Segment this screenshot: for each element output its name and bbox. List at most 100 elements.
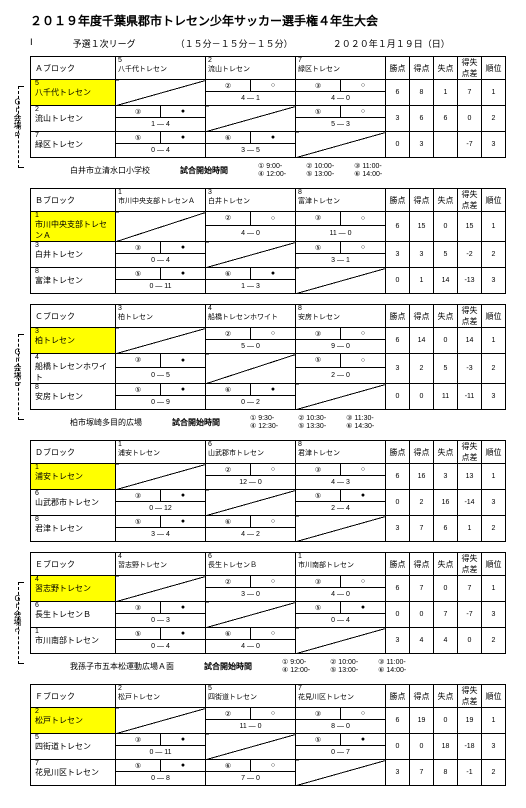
match-num: ③ (116, 354, 161, 368)
diagonal-cell (116, 212, 206, 242)
time-slot: ③ 11:00- (354, 162, 382, 170)
match-score: 3 — 0 (206, 588, 296, 602)
match-score: 0 — 4 (116, 640, 206, 654)
match-result: ● (161, 602, 206, 614)
diagonal-cell (296, 760, 386, 786)
match-result: ● (161, 760, 206, 772)
team-cell: 1市川中央支部トレセンＡ (31, 212, 116, 242)
time-label: 試合開始時間 (204, 661, 252, 672)
stat-header: 勝点 (386, 305, 410, 328)
match-result: ● (161, 734, 206, 746)
stat-cell: 1 (434, 80, 458, 106)
stat-cell: 2 (482, 354, 506, 384)
team-cell: 3柏トレセン (31, 328, 116, 354)
results-table: Ｄブロック1浦安トレセン6山武郡市トレセン8君津トレセン勝点得点失点得失点差順位… (30, 440, 506, 542)
team-cell: 7花見川区トレセン (31, 760, 116, 786)
col-header: 3白井トレセン (206, 189, 296, 212)
match-num: ⑤ (116, 268, 161, 280)
stat-header: 得失点差 (458, 189, 482, 212)
block-name: Ａブロック (31, 57, 116, 80)
match-num: ③ (116, 490, 161, 502)
stat-header: 得点 (410, 441, 434, 464)
venue-row: 柏市塚崎多目的広場試合開始時間① 9:30-④ 12:30-② 10:30-⑤ … (70, 414, 506, 430)
match-num: ③ (116, 242, 161, 254)
match-num: ② (206, 464, 251, 476)
team-cell: 2流山トレセン (31, 106, 116, 132)
time-slot: ② 10:00- (330, 658, 358, 666)
match-score: 0 — 4 (116, 144, 206, 158)
stat-cell: 0 (410, 384, 434, 410)
col-header: 1市川中央支部トレセンＡ (116, 189, 206, 212)
match-num: ⑤ (116, 516, 161, 528)
team-cell: 1市川南部トレセン (31, 628, 116, 654)
results-table: Ａブロック5八千代トレセン2流山トレセン7緑区トレセン勝点得点失点得失点差順位5… (30, 56, 506, 158)
stat-cell: 0 (386, 384, 410, 410)
stat-cell: 6 (386, 708, 410, 734)
match-result: ● (341, 602, 386, 614)
stat-cell: 3 (482, 268, 506, 294)
stat-cell: 0 (410, 734, 434, 760)
col-header: 6長生トレセンＢ (206, 553, 296, 576)
time-slot: ⑤ 13:30- (298, 422, 326, 430)
stat-cell: 3 (482, 734, 506, 760)
stat-header: 得失点差 (458, 441, 482, 464)
team-cell: 6山武郡市トレセン (31, 490, 116, 516)
match-score: 3 — 5 (206, 144, 296, 158)
stat-cell: -7 (458, 602, 482, 628)
col-header: 5八千代トレセン (116, 57, 206, 80)
match-num: ⑥ (206, 760, 251, 772)
match-score: 1 — 3 (206, 280, 296, 294)
stat-cell: 6 (386, 576, 410, 602)
stat-header: 勝点 (386, 189, 410, 212)
match-score: 4 — 0 (296, 588, 386, 602)
time-slot: ③ 11:30- (346, 414, 374, 422)
match-result: ● (161, 268, 206, 280)
match-result: ○ (341, 354, 386, 368)
match-score: 8 — 0 (296, 720, 386, 734)
match-result: ● (161, 132, 206, 144)
match-result: ○ (251, 628, 296, 640)
match-result: ○ (251, 576, 296, 588)
stat-cell: 0 (434, 212, 458, 242)
stat-cell: 14 (458, 328, 482, 354)
match-num: ⑤ (116, 132, 161, 144)
block-Ｃブロック: Ｇｒ会場 bＣブロック3柏トレセン4船橋トレセンホワイト8安房トレセン勝点得点失… (30, 304, 506, 430)
match-result: ● (161, 106, 206, 118)
diagonal-cell (296, 268, 386, 294)
col-header: 2松戸トレセン (116, 685, 206, 708)
block-name: Ｃブロック (31, 305, 116, 328)
block-Ｆブロック: Ｆブロック2松戸トレセン5四街道トレセン7花見川区トレセン勝点得点失点得失点差順… (30, 684, 506, 786)
match-num: ② (206, 80, 251, 92)
match-result: ● (161, 354, 206, 368)
team-cell: 8君津トレセン (31, 516, 116, 542)
stat-header: 順位 (482, 441, 506, 464)
stat-cell: 1 (482, 576, 506, 602)
match-num: ⑥ (206, 516, 251, 528)
time-label: 試合開始時間 (172, 417, 220, 428)
stat-header: 失点 (434, 553, 458, 576)
match-result: ● (161, 242, 206, 254)
subtitle-1: 予選１次リーグ (73, 37, 136, 50)
stat-cell: 18 (434, 734, 458, 760)
block-Ｄブロック: Ｄブロック1浦安トレセン6山武郡市トレセン8君津トレセン勝点得点失点得失点差順位… (30, 440, 506, 542)
match-score: 0 — 5 (116, 367, 206, 383)
col-header: 7緑区トレセン (296, 57, 386, 80)
match-score: 0 — 7 (296, 746, 386, 760)
match-result: ○ (341, 242, 386, 254)
diagonal-cell (116, 708, 206, 734)
time-slot: ④ 12:30- (250, 422, 278, 430)
match-score: 7 — 0 (206, 772, 296, 786)
time-slot: ⑤ 13:00- (330, 666, 358, 674)
match-score: 0 — 4 (116, 254, 206, 268)
match-result: ○ (341, 106, 386, 118)
match-score: 0 — 2 (206, 396, 296, 410)
block-name: Ｆブロック (31, 685, 116, 708)
stat-header: 得点 (410, 305, 434, 328)
results-table: Ｆブロック2松戸トレセン5四街道トレセン7花見川区トレセン勝点得点失点得失点差順… (30, 684, 506, 786)
stat-cell: 5 (434, 354, 458, 384)
stat-cell: 6 (386, 464, 410, 490)
team-cell: 6長生トレセンＢ (31, 602, 116, 628)
stat-cell: 2 (482, 242, 506, 268)
subtitle-3: ２０２０年１月１９日（日） (333, 37, 450, 50)
stat-cell: 3 (434, 464, 458, 490)
